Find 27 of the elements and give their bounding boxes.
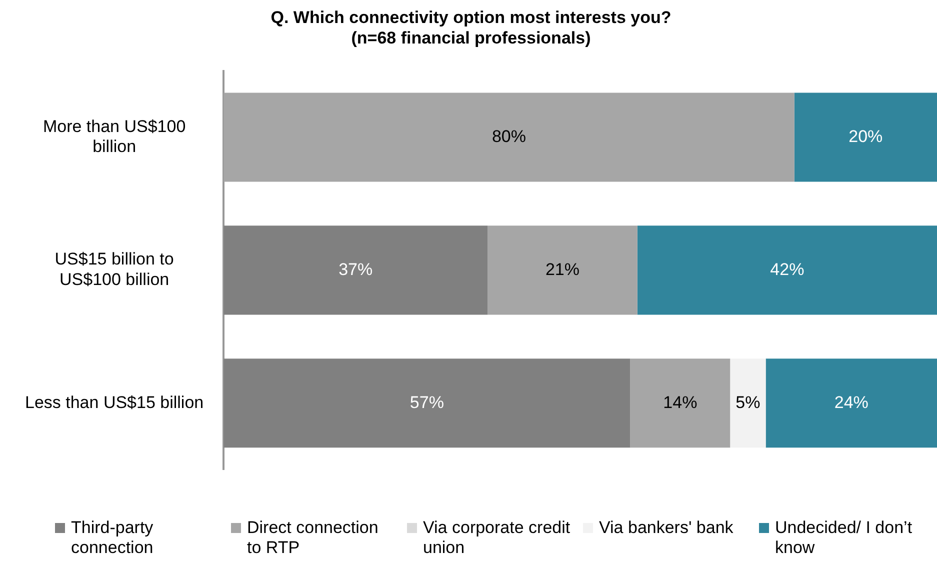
bar xyxy=(730,358,766,448)
data-label: 57% xyxy=(410,392,444,412)
y-tick-label: More than US$100 billion xyxy=(42,116,186,156)
data-label: 80% xyxy=(492,126,526,146)
bar xyxy=(794,92,937,182)
data-label: 5% xyxy=(736,392,760,412)
chart-title: Q. Which connectivity option most interests you? (n=68 financial professionals) xyxy=(270,8,672,48)
data-label: 42% xyxy=(770,260,804,279)
bar xyxy=(224,226,488,315)
bar xyxy=(488,226,638,315)
bar xyxy=(630,358,730,448)
bar xyxy=(766,358,937,448)
bar xyxy=(224,358,630,448)
data-label: 20% xyxy=(848,126,883,146)
data-label: 14% xyxy=(663,392,698,412)
y-tick-label: Less than US$15 billion xyxy=(24,392,204,412)
bar xyxy=(224,92,794,182)
legend-label: Direct connection to RTP xyxy=(247,518,380,558)
bar xyxy=(637,226,937,315)
legend-label: Third-party connection xyxy=(71,518,154,558)
data-label: 21% xyxy=(545,260,580,279)
data-label: 37% xyxy=(338,260,373,279)
legend-label: Via corporate credit union xyxy=(423,518,572,558)
legend-label: Via bankers' bank xyxy=(599,518,734,538)
legend-label: Undecided/ I don’t know xyxy=(775,518,914,558)
data-label: 24% xyxy=(834,392,868,412)
y-tick-label: US$15 billion to US$100 billion xyxy=(54,250,174,290)
